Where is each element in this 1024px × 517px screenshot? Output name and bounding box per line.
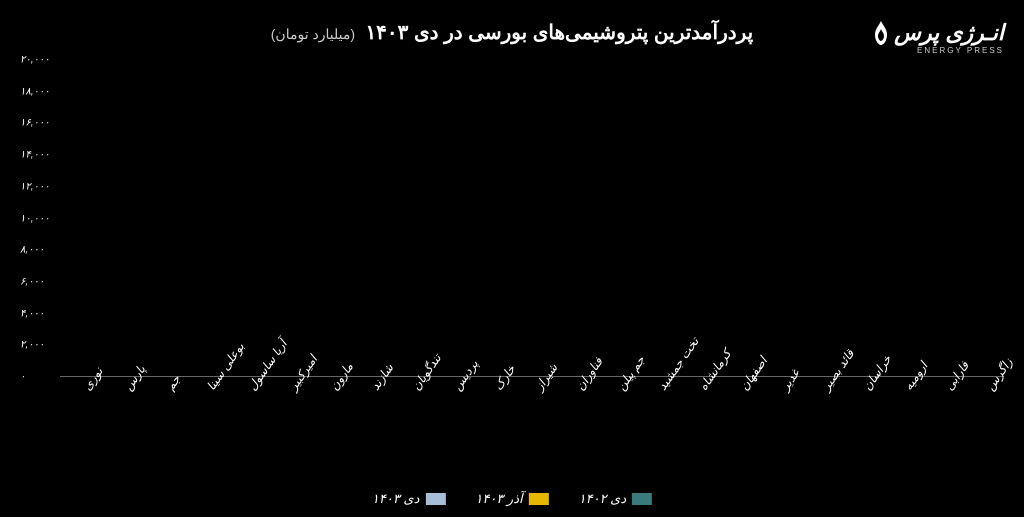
y-tick: ۱۲,۰۰۰ xyxy=(20,181,55,192)
x-label: قائد بصیر xyxy=(799,377,840,477)
x-label: تندگویان xyxy=(388,377,429,477)
y-tick: ۱۴,۰۰۰ xyxy=(20,150,55,161)
x-label: غدیر xyxy=(758,377,799,477)
y-axis: ۰۲,۰۰۰۴,۰۰۰۶,۰۰۰۸,۰۰۰۱۰,۰۰۰۱۲,۰۰۰۱۴,۰۰۰۱… xyxy=(20,60,60,377)
x-label: بوعلی سینا xyxy=(183,377,224,477)
legend-swatch xyxy=(632,493,652,505)
logo-main: انـرژی پرس xyxy=(872,20,1004,46)
x-label: پردیس xyxy=(429,377,470,477)
x-label: امیرکبیر xyxy=(265,377,306,477)
x-label: مارون xyxy=(306,377,347,477)
legend-label: آذر ۱۴۰۳ xyxy=(475,491,522,507)
y-tick: ۲۰,۰۰۰ xyxy=(20,55,55,66)
x-label: خراسان xyxy=(840,377,881,477)
x-label: پارس xyxy=(101,377,142,477)
y-tick: ۱۸,۰۰۰ xyxy=(20,86,55,97)
y-tick: ۱۰,۰۰۰ xyxy=(20,213,55,224)
legend-swatch xyxy=(425,493,445,505)
chart-container: ۰ ۲,۰۰۰ ۴,۰۰۰ ۶,۰۰۰ ۸,۰۰۰ ۱۰,۰۰۰ ۱۲,۰۰۰ ۱۴,۰۰۰ ۱… xyxy=(20,60,1004,477)
flame-icon xyxy=(872,21,890,45)
legend-item: دی ۱۴۰۳ xyxy=(372,491,446,507)
title-sub: (میلیارد تومان) xyxy=(271,26,355,42)
legend: دی ۱۴۰۲ آذر ۱۴۰۳ دی ۱۴۰۳ xyxy=(372,491,652,507)
chart-title: پردرآمدترین پتروشیمی‌های بورسی در دی ۱۴۰… xyxy=(271,20,754,45)
x-label: آریا ساسول xyxy=(224,377,265,477)
bars-area xyxy=(60,60,1004,376)
title-main: پردرآمدترین پتروشیمی‌های بورسی در دی ۱۴۰… xyxy=(365,22,753,44)
plot-area xyxy=(60,60,1004,377)
x-label: خارک xyxy=(470,377,511,477)
x-label: جم xyxy=(142,377,183,477)
x-labels: نوریپارسجمبوعلی سیناآریا ساسولامیرکبیرما… xyxy=(60,377,1004,477)
x-label: تخت جمشید xyxy=(635,377,676,477)
logo-text: انـرژی پرس xyxy=(894,20,1004,46)
legend-swatch xyxy=(529,493,549,505)
y-tick: ۴,۰۰۰ xyxy=(20,308,55,319)
y-tick: ۰ xyxy=(20,372,55,383)
x-label: اصفهان xyxy=(717,377,758,477)
y-tick: ۱۶,۰۰۰ xyxy=(20,118,55,129)
x-label: ارومیه xyxy=(881,377,922,477)
y-tick: ۶,۰۰۰ xyxy=(20,276,55,287)
x-label: کرمانشاه xyxy=(676,377,717,477)
y-tick: ۲,۰۰۰ xyxy=(20,340,55,351)
legend-item: دی ۱۴۰۲ xyxy=(579,491,653,507)
y-tick: ۸,۰۰۰ xyxy=(20,245,55,256)
legend-item: آذر ۱۴۰۳ xyxy=(475,491,548,507)
logo-sub: ENERGY PRESS xyxy=(872,46,1004,55)
x-label: فناوران xyxy=(552,377,593,477)
x-label: فارابی xyxy=(922,377,963,477)
legend-label: دی ۱۴۰۳ xyxy=(372,491,420,507)
x-label: جم پیلن xyxy=(594,377,635,477)
x-label: شازند xyxy=(347,377,388,477)
x-label: نوری xyxy=(60,377,101,477)
legend-label: دی ۱۴۰۲ xyxy=(579,491,627,507)
x-label: زاگرس xyxy=(963,377,1004,477)
x-label: شیراز xyxy=(511,377,552,477)
logo: انـرژی پرس ENERGY PRESS xyxy=(872,20,1004,55)
